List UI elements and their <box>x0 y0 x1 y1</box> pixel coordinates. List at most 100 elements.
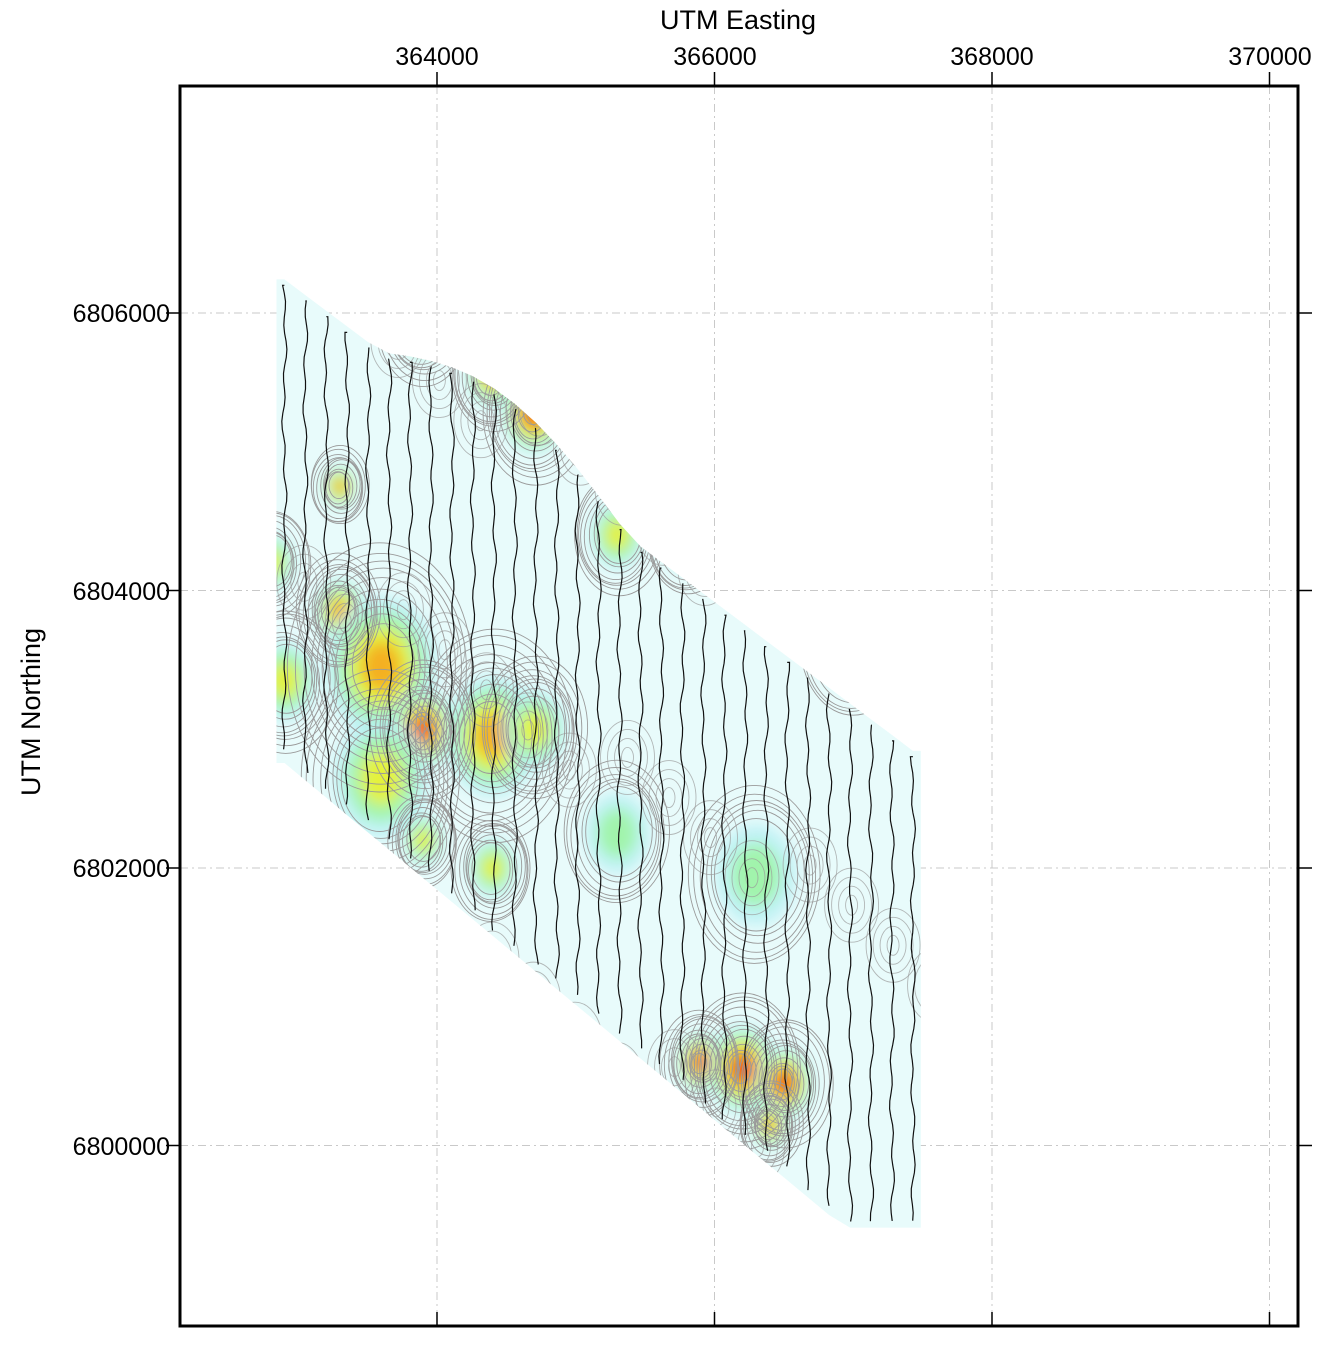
contour-line <box>561 1019 589 1059</box>
contour-line <box>818 598 874 674</box>
contour-line <box>740 1087 796 1162</box>
contour-line <box>1127 1196 1158 1237</box>
contour-line <box>831 876 873 934</box>
flight-line <box>679 583 686 1080</box>
anomaly-zone <box>1132 1199 1157 1230</box>
contour-line <box>860 638 915 714</box>
contour-line <box>303 560 462 774</box>
contour-line <box>336 718 426 839</box>
contour-line <box>687 784 821 964</box>
contour-line <box>395 799 455 880</box>
contour-line <box>719 1035 769 1101</box>
flight-line <box>867 724 875 1222</box>
anomaly-zone <box>1192 830 1209 851</box>
contour-line <box>324 593 366 651</box>
contour-line <box>943 677 981 729</box>
contour-line <box>665 510 711 571</box>
contour-line <box>963 1120 1044 1229</box>
contour-line <box>525 388 553 428</box>
flight-line <box>553 449 560 979</box>
contour-line <box>1090 1056 1144 1130</box>
contour-line <box>389 281 454 369</box>
contour-line <box>980 1137 1033 1208</box>
contour-line <box>399 812 444 872</box>
contour-line <box>1156 793 1188 836</box>
anomaly-zone <box>1117 808 1145 844</box>
contour-line <box>677 530 733 606</box>
map-frame <box>178 84 1300 1328</box>
contour-line <box>667 516 707 570</box>
contour-line <box>879 925 907 965</box>
contour-line <box>968 1125 1042 1225</box>
contour-line <box>392 287 450 365</box>
contour-line <box>1085 922 1208 1088</box>
contour-line <box>566 767 665 900</box>
contour-line <box>295 831 323 871</box>
contour-line <box>276 526 297 603</box>
contour-line <box>491 675 575 787</box>
contour-line <box>1111 1083 1123 1103</box>
contour-line <box>1182 814 1220 866</box>
contour-line <box>463 824 526 909</box>
contour-line <box>1146 1114 1172 1152</box>
contour-line <box>758 1045 813 1118</box>
contour-line <box>1153 1123 1165 1143</box>
contour-line <box>1075 452 1087 472</box>
anomaly-zone <box>993 1157 1019 1189</box>
contour-line <box>784 567 825 625</box>
contour-line <box>406 816 441 862</box>
contour-line <box>328 1123 384 1199</box>
contour-line <box>803 854 817 876</box>
contour-line <box>821 598 889 690</box>
anomaly-zone <box>525 401 544 425</box>
flight-line <box>449 372 455 894</box>
contour-line <box>996 438 1050 512</box>
anomaly-zone <box>597 808 637 859</box>
contour-line <box>1028 1003 1040 1023</box>
contour-line <box>397 289 449 359</box>
contour-line <box>478 939 506 979</box>
contour-line <box>408 304 440 347</box>
contour-line <box>963 1006 989 1044</box>
anomaly-zone <box>1176 810 1224 870</box>
contour-line <box>1130 752 1218 871</box>
contour-line <box>389 590 417 630</box>
contour-line <box>1150 783 1190 839</box>
contour-line <box>949 988 1003 1062</box>
contour-line <box>276 639 316 720</box>
contour-line <box>650 496 719 589</box>
contour-line <box>656 517 670 539</box>
contour-line <box>1138 1203 1155 1225</box>
contour-line <box>378 912 406 951</box>
contour-line <box>1185 823 1212 859</box>
contour-line <box>317 584 373 660</box>
contour-line <box>792 316 806 338</box>
contour-line <box>1090 930 1202 1081</box>
contour-line <box>1142 773 1202 854</box>
contour-line <box>277 1144 319 1202</box>
contour-line <box>276 514 306 607</box>
y-axis-title: UTM Northing <box>16 628 46 796</box>
contour-line <box>881 665 894 687</box>
contour-line <box>1010 456 1036 494</box>
flight-line <box>490 394 498 931</box>
contour-line <box>1070 1043 1082 1063</box>
contour-line <box>1064 774 1076 794</box>
contour-line <box>420 952 448 992</box>
flight-line <box>532 427 540 965</box>
contour-line <box>312 454 364 522</box>
contour-line <box>661 1047 688 1087</box>
contour-line <box>731 849 773 907</box>
contour-line <box>959 1107 1054 1235</box>
contour-line <box>607 728 648 786</box>
contour-line <box>398 692 450 763</box>
contour-line <box>974 685 1000 723</box>
contour-line <box>294 552 467 785</box>
anomaly-zone <box>1037 716 1058 743</box>
contour-line <box>698 557 712 579</box>
contour-line <box>460 392 502 450</box>
contour-line <box>468 839 514 901</box>
contour-line <box>1019 686 1081 769</box>
contour-line <box>1106 814 1118 834</box>
contour-line <box>693 793 817 960</box>
